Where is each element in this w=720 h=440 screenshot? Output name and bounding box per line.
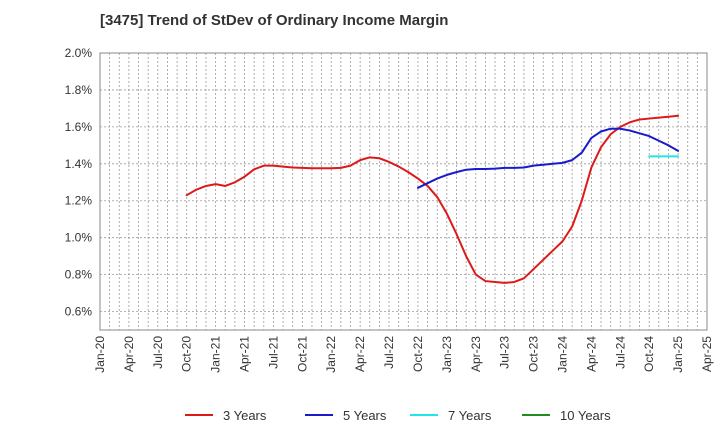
x-tick-label: Apr-21 (238, 336, 252, 372)
series-lines (185, 114, 680, 284)
x-tick-label: Oct-22 (411, 336, 425, 372)
x-tick-label: Jan-23 (440, 336, 454, 373)
x-tick-label: Jul-21 (266, 336, 280, 369)
x-tick-label: Oct-20 (180, 336, 194, 372)
x-tick-label: Jul-23 (498, 336, 512, 369)
x-tick-label: Jul-24 (613, 336, 627, 369)
legend: 3 Years 5 Years 7 Years 10 Years (185, 408, 611, 423)
legend-label: 10 Years (560, 408, 611, 423)
grid-lines (100, 53, 707, 330)
x-tick-label: Apr-20 (122, 336, 136, 372)
y-axis-tick-labels: 0.6% 0.8% 1.0% 1.2% 1.4% 1.6% 1.8% 2.0% (65, 46, 93, 319)
y-tick-label: 1.6% (65, 120, 93, 134)
x-tick-label: Apr-23 (469, 336, 483, 372)
legend-label: 7 Years (448, 408, 492, 423)
x-axis-tick-labels: Jan-20 Apr-20 Jul-20 Oct-20 Jan-21 Apr-21 Jul-… (93, 336, 714, 373)
x-tick-label: Apr-24 (584, 336, 598, 372)
x-tick-label: Jan-25 (671, 336, 685, 373)
legend-label: 5 Years (343, 408, 387, 423)
plot-border (99, 52, 708, 331)
x-tick-label: Jan-22 (324, 336, 338, 373)
x-tick-label: Oct-24 (642, 336, 656, 372)
series-line-3-years (185, 114, 680, 284)
plot-area (100, 53, 707, 330)
x-tick-label: Jan-24 (555, 336, 569, 373)
y-tick-label: 2.0% (65, 46, 93, 60)
x-tick-label: Apr-22 (353, 336, 367, 372)
x-tick-label: Jul-22 (382, 336, 396, 369)
y-tick-label: 1.0% (65, 231, 93, 245)
y-tick-label: 0.8% (65, 268, 93, 282)
y-tick-label: 0.6% (65, 305, 93, 319)
x-tick-label: Oct-21 (295, 336, 309, 372)
x-tick-label: Jul-20 (151, 336, 165, 369)
chart-title: [3475] Trend of StDev of Ordinary Income… (100, 12, 449, 29)
x-tick-label: Oct-23 (527, 336, 541, 372)
y-tick-label: 1.8% (65, 83, 93, 97)
y-tick-label: 1.2% (65, 194, 93, 208)
x-tick-label: Jan-21 (209, 336, 223, 373)
x-tick-label: Apr-25 (700, 336, 714, 372)
y-tick-label: 1.4% (65, 157, 93, 171)
legend-label: 3 Years (223, 408, 267, 423)
series-line-5-years (416, 127, 680, 189)
x-tick-label: Jan-20 (93, 336, 107, 373)
